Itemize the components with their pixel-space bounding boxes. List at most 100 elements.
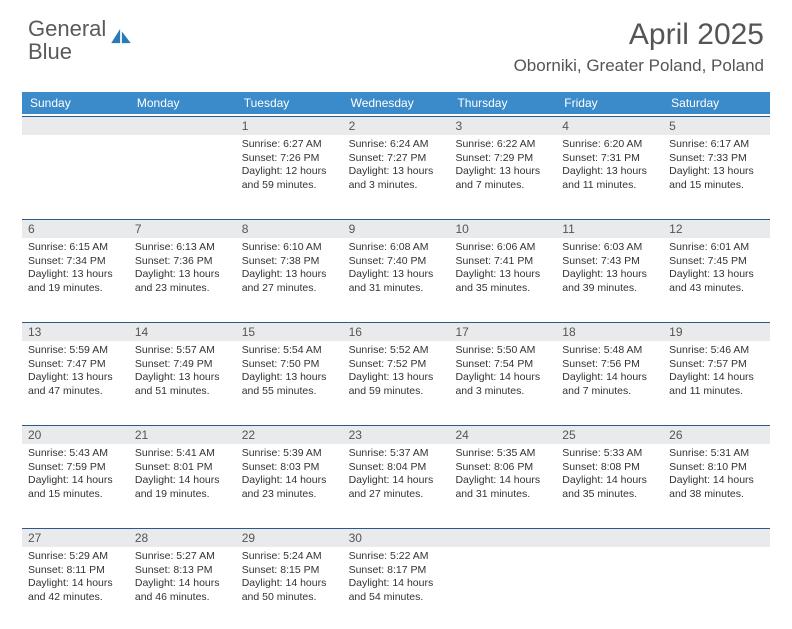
day-detail-line: Daylight: 13 hours xyxy=(349,371,444,385)
day-number-row: 20212223242526 xyxy=(22,425,770,444)
day-detail-line: and 59 minutes. xyxy=(242,179,337,193)
day-cell: Sunrise: 6:20 AMSunset: 7:31 PMDaylight:… xyxy=(556,135,663,217)
day-detail-line: and 54 minutes. xyxy=(349,591,444,605)
day-detail-line: Daylight: 14 hours xyxy=(242,577,337,591)
day-detail-line: Sunrise: 5:33 AM xyxy=(562,447,657,461)
day-cell xyxy=(129,135,236,217)
week-detail-row: Sunrise: 5:29 AMSunset: 8:11 PMDaylight:… xyxy=(22,547,770,629)
day-number-cell: 1 xyxy=(236,116,343,135)
day-number-cell: 26 xyxy=(663,425,770,444)
day-detail-line: and 19 minutes. xyxy=(135,488,230,502)
day-detail-line: Sunset: 8:11 PM xyxy=(28,564,123,578)
day-detail-line: and 7 minutes. xyxy=(562,385,657,399)
day-cell: Sunrise: 6:03 AMSunset: 7:43 PMDaylight:… xyxy=(556,238,663,320)
day-detail-line: Daylight: 13 hours xyxy=(669,268,764,282)
day-cell xyxy=(663,547,770,629)
day-detail-line: and 51 minutes. xyxy=(135,385,230,399)
day-cell: Sunrise: 6:22 AMSunset: 7:29 PMDaylight:… xyxy=(449,135,556,217)
day-detail-line: Daylight: 14 hours xyxy=(349,577,444,591)
day-detail-line: Daylight: 14 hours xyxy=(562,371,657,385)
day-cell: Sunrise: 5:39 AMSunset: 8:03 PMDaylight:… xyxy=(236,444,343,526)
day-detail-line: and 19 minutes. xyxy=(28,282,123,296)
day-detail-line: Sunrise: 6:27 AM xyxy=(242,138,337,152)
day-number-cell: 13 xyxy=(22,322,129,341)
day-detail-line: Daylight: 12 hours xyxy=(242,165,337,179)
day-detail-line: Sunset: 7:41 PM xyxy=(455,255,550,269)
day-detail-line: Daylight: 13 hours xyxy=(135,371,230,385)
day-detail-line: and 42 minutes. xyxy=(28,591,123,605)
day-detail-line: Sunset: 7:26 PM xyxy=(242,152,337,166)
day-number-cell: 8 xyxy=(236,219,343,238)
day-detail-line: Sunrise: 6:08 AM xyxy=(349,241,444,255)
day-detail-line: and 38 minutes. xyxy=(669,488,764,502)
day-number-cell: 5 xyxy=(663,116,770,135)
day-number-row: 13141516171819 xyxy=(22,322,770,341)
day-detail-line: Daylight: 13 hours xyxy=(455,165,550,179)
weekday-header-row: SundayMondayTuesdayWednesdayThursdayFrid… xyxy=(22,92,770,114)
day-detail-line: Daylight: 14 hours xyxy=(562,474,657,488)
day-detail-line: Sunset: 8:08 PM xyxy=(562,461,657,475)
day-cell xyxy=(449,547,556,629)
day-detail-line: Sunset: 7:36 PM xyxy=(135,255,230,269)
day-number-cell xyxy=(449,528,556,547)
day-detail-line: Daylight: 14 hours xyxy=(135,474,230,488)
day-cell: Sunrise: 6:01 AMSunset: 7:45 PMDaylight:… xyxy=(663,238,770,320)
day-detail-line: Sunrise: 5:31 AM xyxy=(669,447,764,461)
day-number-cell: 4 xyxy=(556,116,663,135)
weekday-header-cell: Sunday xyxy=(22,92,129,114)
day-cell: Sunrise: 5:57 AMSunset: 7:49 PMDaylight:… xyxy=(129,341,236,423)
day-detail-line: Sunset: 7:40 PM xyxy=(349,255,444,269)
day-detail-line: and 11 minutes. xyxy=(669,385,764,399)
day-cell: Sunrise: 5:59 AMSunset: 7:47 PMDaylight:… xyxy=(22,341,129,423)
day-number-cell: 22 xyxy=(236,425,343,444)
day-number-cell: 14 xyxy=(129,322,236,341)
day-detail-line: Sunset: 7:47 PM xyxy=(28,358,123,372)
day-detail-line: and 55 minutes. xyxy=(242,385,337,399)
day-detail-line: Sunset: 7:27 PM xyxy=(349,152,444,166)
day-number-cell: 9 xyxy=(343,219,450,238)
day-detail-line: and 3 minutes. xyxy=(455,385,550,399)
weekday-header-cell: Tuesday xyxy=(236,92,343,114)
day-detail-line: Sunrise: 5:22 AM xyxy=(349,550,444,564)
day-cell xyxy=(556,547,663,629)
week-detail-row: Sunrise: 6:27 AMSunset: 7:26 PMDaylight:… xyxy=(22,135,770,217)
day-number-cell: 3 xyxy=(449,116,556,135)
day-cell: Sunrise: 6:24 AMSunset: 7:27 PMDaylight:… xyxy=(343,135,450,217)
day-detail-line: and 27 minutes. xyxy=(349,488,444,502)
day-number-cell xyxy=(663,528,770,547)
day-detail-line: and 31 minutes. xyxy=(455,488,550,502)
day-detail-line: Daylight: 13 hours xyxy=(349,268,444,282)
day-detail-line: Sunset: 7:31 PM xyxy=(562,152,657,166)
day-detail-line: Sunset: 8:06 PM xyxy=(455,461,550,475)
day-detail-line: and 3 minutes. xyxy=(349,179,444,193)
logo-text-blue: Blue xyxy=(28,39,72,64)
logo-text-gray: General xyxy=(28,16,106,41)
title-block: April 2025 Oborniki, Greater Poland, Pol… xyxy=(514,18,764,76)
day-number-cell: 2 xyxy=(343,116,450,135)
day-number-cell: 11 xyxy=(556,219,663,238)
day-detail-line: Sunrise: 5:46 AM xyxy=(669,344,764,358)
day-detail-line: Sunrise: 5:54 AM xyxy=(242,344,337,358)
day-detail-line: Sunrise: 6:06 AM xyxy=(455,241,550,255)
day-detail-line: Sunset: 7:52 PM xyxy=(349,358,444,372)
day-number-cell: 7 xyxy=(129,219,236,238)
day-cell: Sunrise: 5:37 AMSunset: 8:04 PMDaylight:… xyxy=(343,444,450,526)
logo: General Blue xyxy=(28,18,132,64)
day-detail-line: Sunrise: 6:01 AM xyxy=(669,241,764,255)
day-detail-line: Sunrise: 6:13 AM xyxy=(135,241,230,255)
day-number-cell: 25 xyxy=(556,425,663,444)
day-detail-line: Sunrise: 6:20 AM xyxy=(562,138,657,152)
day-detail-line: Daylight: 13 hours xyxy=(28,371,123,385)
day-number-cell: 12 xyxy=(663,219,770,238)
day-detail-line: Daylight: 14 hours xyxy=(669,474,764,488)
day-detail-line: Daylight: 13 hours xyxy=(242,371,337,385)
weekday-header-cell: Thursday xyxy=(449,92,556,114)
day-detail-line: and 39 minutes. xyxy=(562,282,657,296)
day-number-cell: 10 xyxy=(449,219,556,238)
day-number-cell: 21 xyxy=(129,425,236,444)
month-title: April 2025 xyxy=(514,18,764,52)
day-number-cell: 18 xyxy=(556,322,663,341)
day-cell: Sunrise: 5:46 AMSunset: 7:57 PMDaylight:… xyxy=(663,341,770,423)
day-detail-line: Sunrise: 5:35 AM xyxy=(455,447,550,461)
day-detail-line: Sunset: 8:15 PM xyxy=(242,564,337,578)
